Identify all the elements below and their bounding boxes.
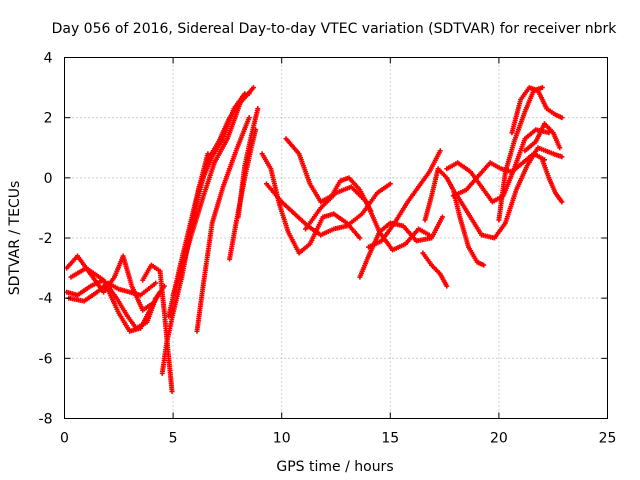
data-point: [444, 283, 450, 289]
series-track: [66, 280, 159, 304]
data-point: [481, 262, 487, 268]
y-tick-label: -4: [39, 291, 53, 307]
series-track: [444, 127, 552, 205]
data-point: [246, 115, 252, 121]
data-point: [357, 235, 363, 241]
data-point: [546, 130, 552, 136]
series-track: [174, 91, 252, 286]
series-track: [539, 157, 565, 205]
y-tick-label: 0: [44, 171, 53, 187]
series-track: [194, 115, 252, 334]
x-tick-label: 10: [273, 431, 291, 447]
data-point: [250, 85, 256, 91]
data-point: [437, 148, 443, 154]
x-tick-label: 25: [599, 431, 617, 447]
y-tick-label: -2: [39, 231, 53, 247]
x-tick-label: 0: [60, 431, 69, 447]
data-layer: [64, 85, 565, 394]
data-point: [255, 106, 261, 112]
ticks-layer: 0 5 10 15 20 25 -8 -6 -4 -2 0 2 4: [39, 51, 617, 447]
data-point: [246, 91, 252, 97]
y-tick-label: 4: [44, 51, 53, 67]
series-track: [522, 121, 563, 154]
y-axis-label: SDTVAR / TECUs: [7, 181, 23, 296]
data-point: [387, 181, 393, 187]
data-point: [557, 145, 563, 151]
series-track: [259, 151, 363, 256]
data-point: [559, 115, 565, 121]
data-point: [539, 85, 545, 91]
series-track: [420, 250, 450, 289]
series-track: [366, 148, 443, 250]
x-tick-label: 15: [381, 431, 399, 447]
data-point: [153, 280, 159, 286]
series-track: [452, 145, 565, 241]
series-track: [509, 85, 565, 136]
y-tick-label: 2: [44, 111, 53, 127]
y-tick-label: -6: [39, 351, 53, 367]
data-point: [559, 199, 565, 205]
x-tick-label: 20: [490, 431, 508, 447]
data-point: [169, 388, 175, 394]
x-axis-label: GPS time / hours: [276, 459, 393, 475]
series-track: [235, 106, 261, 220]
series-track: [450, 151, 548, 199]
y-tick-label: -8: [39, 412, 53, 428]
data-point: [439, 214, 445, 220]
x-tick-label: 5: [169, 431, 178, 447]
chart-title: Day 056 of 2016, Sidereal Day-to-day VTE…: [52, 21, 618, 37]
data-point: [559, 154, 565, 160]
